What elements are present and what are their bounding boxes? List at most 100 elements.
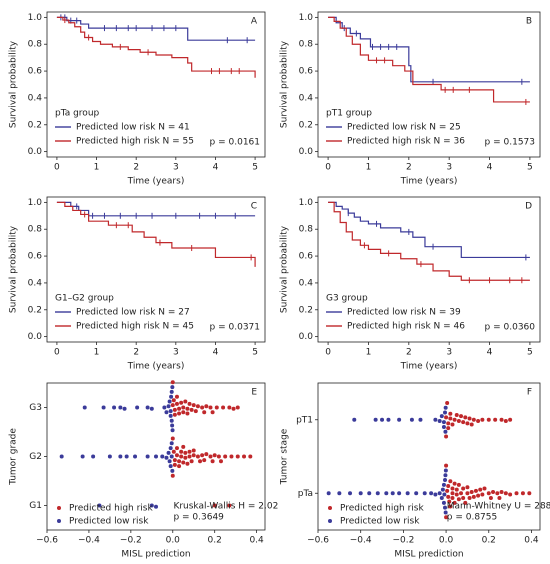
swarm-point (454, 487, 459, 492)
x-tick-label: 1 (366, 163, 372, 173)
swarm-point (185, 411, 190, 416)
swarm-point (450, 496, 455, 501)
swarm-point (437, 491, 442, 496)
x-tick-label: 0 (325, 348, 331, 358)
survival-curve (56, 16, 256, 78)
swarm-point (185, 461, 190, 466)
swarm-point (169, 389, 174, 394)
swarm-point (397, 417, 402, 422)
x-tick-label: 0 (54, 163, 60, 173)
swarm-point (454, 412, 459, 417)
x-tick-label: 4 (487, 348, 493, 358)
swarm-point (446, 421, 451, 426)
swarm-point (409, 417, 414, 422)
swarm-point (177, 406, 182, 411)
x-tick-label: 3 (446, 163, 452, 173)
swarm-point (486, 417, 491, 422)
y-axis-label: Survival probability (9, 225, 19, 313)
swarm-point (386, 417, 391, 422)
plot-frame (317, 382, 541, 531)
swarm-point (467, 496, 472, 501)
swarm-point (482, 486, 487, 491)
swarm-point (101, 405, 106, 410)
legend-swatch (328, 519, 332, 523)
swarm-point (183, 399, 188, 404)
swarm-point (508, 492, 513, 497)
swarm-point (118, 405, 123, 410)
y-tick-label: 0.2 (28, 120, 42, 130)
swarm-point (450, 491, 455, 496)
swarm-point (170, 380, 175, 385)
x-tick-label: 1 (94, 163, 100, 173)
survival-curve (56, 201, 256, 217)
y-tick-label: 0.2 (299, 120, 313, 130)
swarm-point (469, 422, 474, 427)
swarm-point (170, 473, 175, 478)
swarm-point (448, 504, 453, 509)
y-tick-label: 0.2 (28, 305, 42, 315)
y-tick-label: 0.0 (299, 147, 314, 157)
x-tick-label: 3 (446, 348, 452, 358)
swarm-point (439, 414, 444, 419)
swarm-point (384, 491, 389, 496)
swarm-point (212, 453, 217, 458)
x-tick-label: 4 (213, 348, 219, 358)
swarm-point (59, 454, 64, 459)
swarm-point (183, 455, 188, 460)
swarm-point (444, 463, 449, 468)
x-tick-label: −0.6 (307, 536, 329, 546)
swarm-point (164, 410, 169, 415)
swarm-point (170, 403, 175, 408)
swarm-point (437, 418, 442, 423)
legend-label: Predicted low risk N = 41 (76, 123, 190, 133)
swarm-point (433, 417, 438, 422)
p-value: p = 0.1573 (485, 138, 535, 148)
swarm-point (491, 490, 496, 495)
swarm-point (112, 405, 117, 410)
swarm-point (444, 515, 449, 520)
swarm-point (443, 405, 448, 410)
y-tick-label: 0.4 (299, 93, 314, 103)
swarm-point (459, 491, 464, 496)
swarm-point (229, 454, 234, 459)
legend-label: Predicted low risk N = 39 (347, 308, 461, 318)
swarm-point (171, 449, 176, 454)
swarm-point (122, 406, 127, 411)
swarm-point (375, 491, 380, 496)
x-axis-label: Time (years) (400, 177, 458, 187)
swarm-point (166, 404, 171, 409)
swarm-point (183, 450, 188, 455)
y-tick-label: 0.8 (299, 40, 314, 50)
x-tick-label: 2 (406, 163, 412, 173)
panel-label: B (526, 17, 532, 27)
swarm-point (133, 454, 138, 459)
y-tick-label: G2 (29, 452, 42, 462)
swarm-point (149, 503, 154, 508)
swarm-point (91, 454, 96, 459)
y-axis-label: Survival probability (280, 225, 290, 313)
plot-frame (46, 196, 266, 343)
swarm-point (443, 473, 448, 478)
x-tick-label: 0.0 (439, 536, 454, 546)
swarm-point (465, 421, 470, 426)
swarm-point (448, 479, 453, 484)
swarm-point (459, 414, 464, 419)
x-tick-label: 1 (94, 348, 100, 358)
y-tick-label: 0.8 (28, 40, 43, 50)
swarm-point (179, 400, 184, 405)
swarm-point (397, 491, 402, 496)
swarm-point (195, 404, 200, 409)
swarm-point (218, 459, 223, 464)
swarm-point (171, 398, 176, 403)
swarm-point (174, 446, 179, 451)
swarm-point (503, 418, 508, 423)
swarm-point (452, 481, 457, 486)
swarm-point (160, 454, 165, 459)
swarm-point (456, 497, 461, 502)
swarm-point (200, 405, 205, 410)
swarm-point (169, 454, 174, 459)
swarm-point (461, 496, 466, 501)
x-tick-label: 0.2 (208, 536, 222, 546)
swarm-point (441, 424, 446, 429)
swarm-point (107, 454, 112, 459)
